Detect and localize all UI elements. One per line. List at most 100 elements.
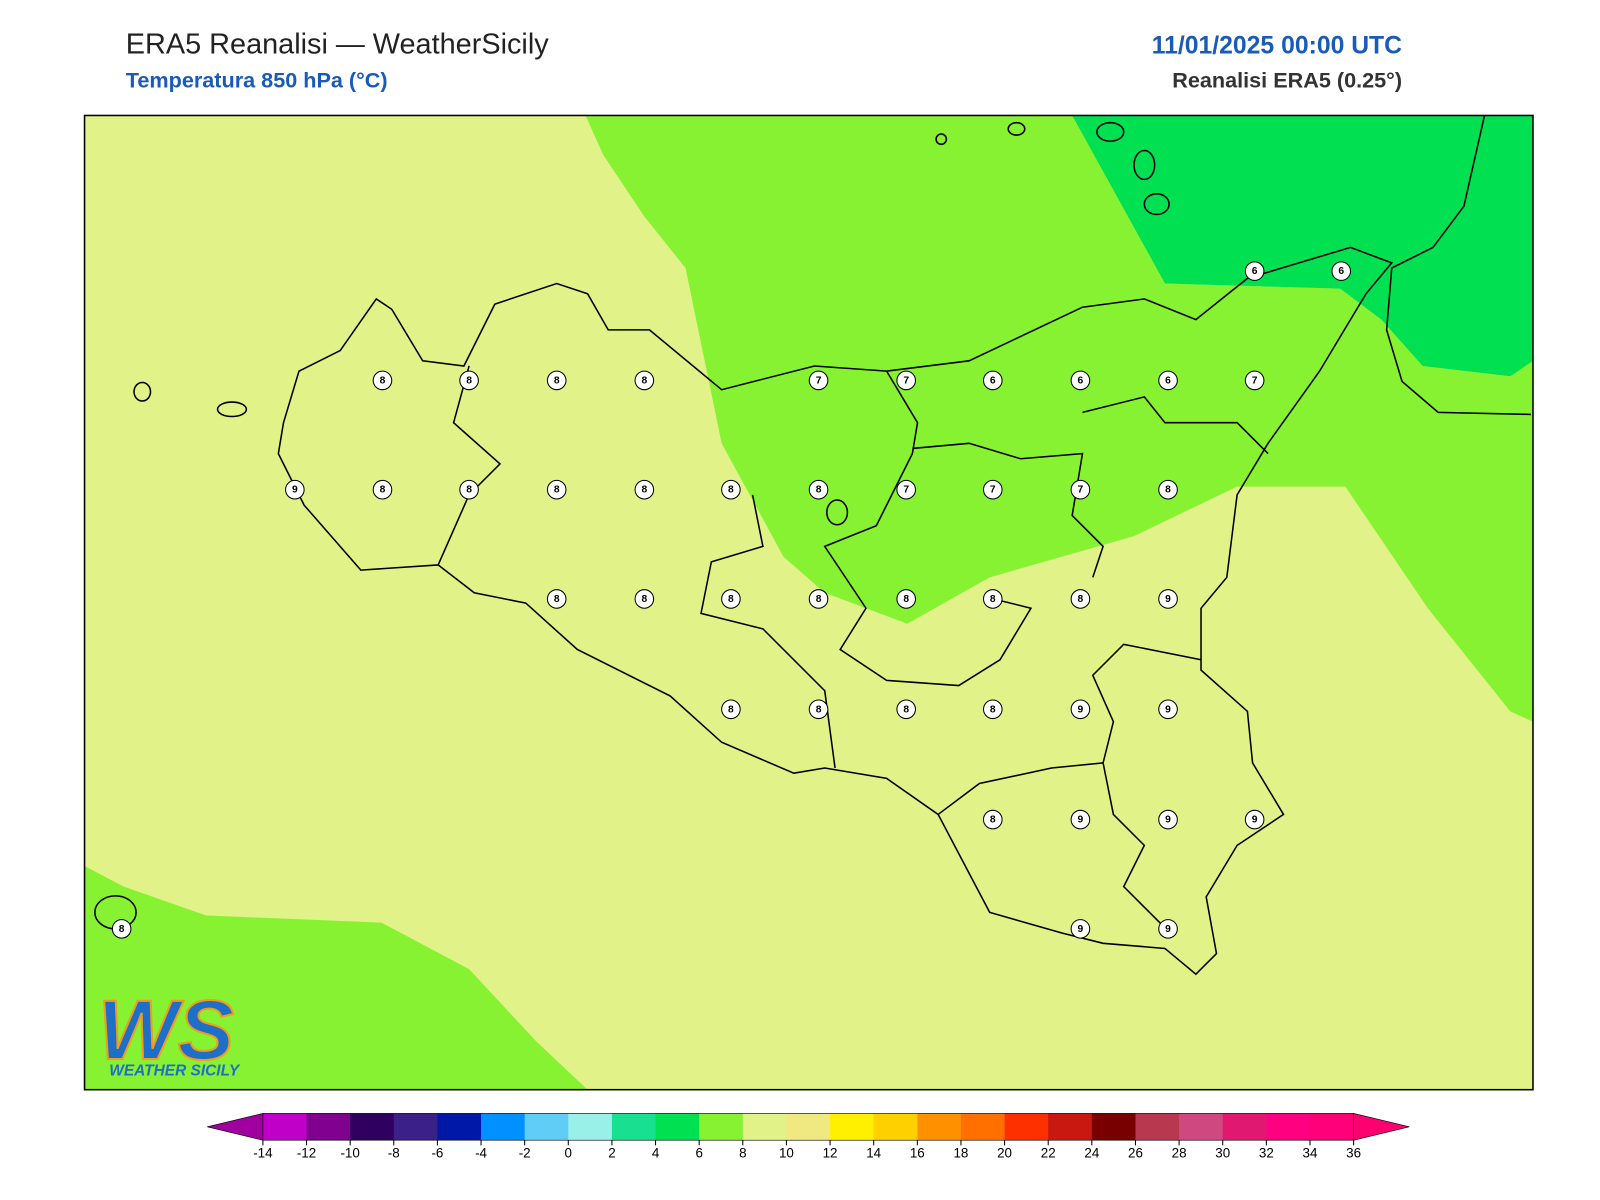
colorbar-tick-label: -12 — [297, 1146, 316, 1161]
station-value: 8 — [380, 485, 386, 496]
station-marker — [896, 589, 916, 609]
station-value: 6 — [990, 375, 996, 386]
station-marker — [372, 479, 393, 500]
station-value: 6 — [1252, 266, 1258, 277]
ustica — [935, 133, 948, 146]
station-marker — [721, 479, 741, 500]
colorbar-tick-label: 32 — [1259, 1146, 1274, 1161]
colorbar-tick-label: 12 — [823, 1146, 838, 1161]
region-border — [1082, 396, 1269, 455]
colorbar-tick-label: 2 — [608, 1146, 615, 1161]
station-value: 8 — [641, 485, 647, 496]
colorbar-box — [393, 1113, 438, 1141]
colorbar-tick-label: -10 — [340, 1146, 359, 1161]
station-marker — [1070, 370, 1091, 391]
field-6-8 — [585, 115, 1533, 722]
region-border — [700, 494, 836, 769]
station-marker — [1244, 370, 1265, 391]
station-value: 9 — [1078, 704, 1084, 715]
colorbar: -14 -12 -10 -8 -6 -4 -2 0 2 4 6 8 10 12 14 16 18 20 22 24 26… — [207, 1113, 1410, 1161]
station-value: 8 — [990, 815, 996, 826]
station-marker — [1244, 261, 1265, 281]
colorbar-box — [568, 1113, 613, 1141]
field-4-6 — [1072, 115, 1533, 377]
station-marker — [982, 370, 1003, 391]
station-value: 7 — [816, 375, 822, 386]
colorbar-box — [262, 1113, 308, 1141]
station-value: 8 — [119, 924, 125, 935]
colorbar-box — [1091, 1113, 1136, 1141]
station-marker — [896, 479, 916, 500]
colorbar-tick-label: 18 — [953, 1146, 968, 1161]
coastlines — [94, 115, 1531, 976]
colorbar-box — [611, 1113, 657, 1141]
map: 6 6 8 8 8 8 7 7 6 6 6 7 9 8 8 8 8 8 8 7 7 7 8 8 8 8 8 8 8 8 9 8 8 8 8 9 9 8 9 9… — [83, 114, 1534, 1091]
station-marker — [1070, 589, 1091, 609]
station-value: 9 — [1165, 924, 1171, 935]
station-marker — [1331, 261, 1352, 281]
colorbar-tick-label: 30 — [1215, 1146, 1230, 1161]
region-border — [437, 365, 502, 566]
station-marker — [982, 809, 1003, 830]
colorbar-box — [481, 1113, 526, 1141]
colorbar-box — [1309, 1113, 1355, 1141]
colorbar-tick-label: 34 — [1303, 1146, 1318, 1161]
station-value: 8 — [990, 704, 996, 715]
station-marker — [1158, 589, 1178, 609]
colorbar-tick-label: 4 — [652, 1146, 660, 1161]
aeolian-island — [1143, 193, 1170, 216]
colorbar-tick-label: -2 — [519, 1146, 531, 1161]
colorbar-box — [350, 1113, 395, 1141]
station-value: 8 — [903, 594, 909, 605]
station-marker — [546, 589, 567, 609]
region-border — [937, 643, 1202, 816]
station-marker — [1070, 919, 1091, 939]
egadi-island — [216, 401, 248, 418]
logo-text: WEATHER SICILY — [109, 1062, 241, 1079]
colorbar-tick-label: -14 — [253, 1146, 273, 1161]
station-value: 8 — [728, 594, 734, 605]
region-border — [912, 442, 1104, 578]
station-value: 8 — [554, 594, 560, 605]
map-frame — [83, 114, 1534, 1091]
station-value: 8 — [816, 485, 822, 496]
station-marker — [1158, 370, 1178, 391]
station-value: 9 — [1165, 704, 1171, 715]
station-value: 7 — [990, 485, 996, 496]
station-marker — [982, 479, 1003, 500]
colorbar-tick-label: 10 — [779, 1146, 794, 1161]
station-marker — [459, 479, 479, 500]
station-marker — [896, 370, 916, 391]
station-value: 8 — [728, 485, 734, 496]
colorbar-tick-label: 24 — [1084, 1146, 1099, 1161]
station-marker — [1244, 809, 1265, 830]
station-value: 8 — [466, 375, 472, 386]
station-marker — [982, 699, 1003, 720]
station-value: 8 — [1165, 485, 1171, 496]
station-values: 6 6 8 8 8 8 7 7 6 6 6 7 9 8 8 8 8 8 8 7 7 7 8 8 8 8 8 8 8 8 9 8 8 8 8 9 9 8 9 9… — [111, 261, 1352, 939]
region-border — [1102, 762, 1166, 929]
colorbar-tick-label: 16 — [910, 1146, 925, 1161]
colorbar-under — [207, 1113, 264, 1141]
colorbar-tick-label: 8 — [739, 1146, 746, 1161]
datetime: 11/01/2025 00:00 UTC — [1152, 33, 1402, 60]
station-value: 8 — [641, 594, 647, 605]
colorbar-box — [699, 1113, 744, 1141]
station-marker — [1158, 479, 1178, 500]
subtitle: Temperatura 850 hPa (°C) — [126, 68, 388, 93]
colorbar-box — [655, 1113, 700, 1141]
colorbar-tick-label: -6 — [431, 1146, 443, 1161]
station-value: 9 — [292, 485, 298, 496]
station-value: 6 — [1338, 266, 1344, 277]
station-value: 9 — [1078, 815, 1084, 826]
station-marker — [1158, 699, 1178, 720]
station-marker — [546, 479, 567, 500]
egadi-island — [133, 381, 152, 402]
station-value: 6 — [1078, 375, 1084, 386]
station-marker — [111, 919, 132, 939]
station-marker — [808, 589, 829, 609]
colorbar-box — [1222, 1113, 1267, 1141]
station-value: 8 — [816, 704, 822, 715]
